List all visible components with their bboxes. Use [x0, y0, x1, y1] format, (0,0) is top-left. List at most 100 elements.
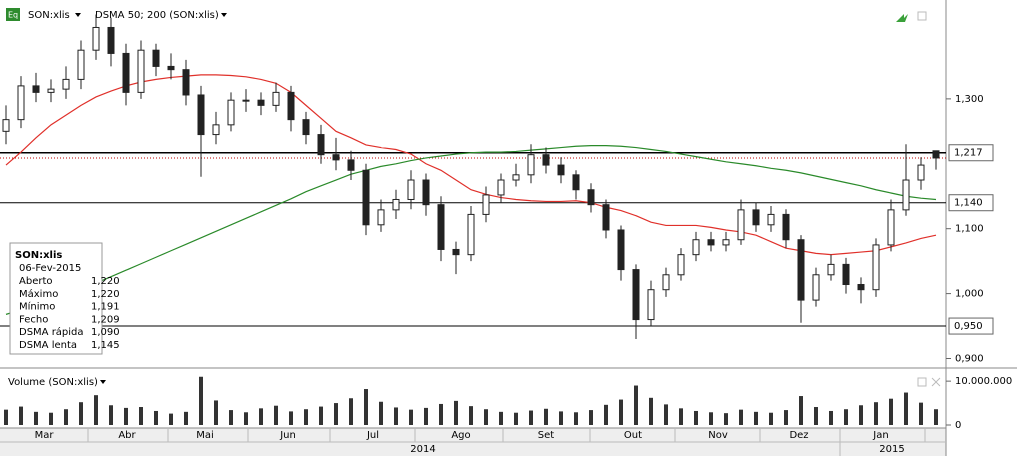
candle-body — [767, 213, 775, 226]
info-label: Fecho — [19, 314, 48, 325]
volume-bar — [649, 397, 653, 425]
series-icon[interactable] — [6, 8, 20, 21]
volume-bar — [124, 407, 128, 425]
volume-bar — [424, 407, 428, 425]
candle-body — [602, 204, 610, 231]
trend-icon[interactable] — [896, 14, 908, 22]
volume-bar — [559, 411, 563, 425]
candle-body — [437, 204, 445, 250]
candle-body — [182, 69, 190, 96]
candle-body — [587, 189, 595, 206]
x-tick-label: Dez — [789, 430, 808, 441]
dropdown[interactable] — [221, 13, 227, 17]
x-tick-label: Jun — [279, 430, 296, 441]
volume-bar — [514, 412, 518, 425]
volume-bar — [244, 412, 248, 425]
candle-body — [557, 164, 565, 176]
maximize-button[interactable] — [917, 11, 927, 21]
info-value: 1,209 — [91, 314, 120, 325]
candle-body — [287, 91, 295, 121]
volume-bar — [934, 409, 938, 425]
candle-body — [632, 269, 640, 321]
candle-body — [527, 154, 535, 176]
candle-body — [677, 254, 685, 276]
price-label-box — [948, 194, 994, 212]
x-tick-label: Ago — [451, 430, 470, 441]
x-tick-label: Nov — [708, 430, 728, 441]
volume-bar — [829, 410, 833, 425]
indicator-label[interactable]: DSMA 50; 200 (SON:xlis) — [95, 10, 219, 21]
volume-bar — [154, 410, 158, 425]
candle-body — [167, 65, 175, 71]
volume-bar — [799, 396, 803, 425]
volume-bar — [79, 402, 83, 425]
volume-bar — [439, 403, 443, 425]
volume-bar — [229, 410, 233, 425]
candle-body — [842, 263, 850, 286]
volume-bar — [409, 409, 413, 425]
dropdown[interactable] — [75, 13, 81, 17]
chart-title[interactable]: SON:xlis — [28, 10, 70, 21]
candle-body — [932, 150, 940, 159]
candle-body — [452, 248, 460, 256]
volume-bar — [94, 395, 98, 425]
volume-bar — [259, 408, 263, 425]
volume-title[interactable]: Volume (SON:xlis) — [8, 377, 98, 388]
info-label: Aberto — [19, 276, 53, 287]
candle-body — [392, 198, 400, 211]
volume-bar — [619, 399, 623, 425]
info-label: Mínimo — [19, 301, 55, 313]
y-tick-label: 1,300 — [955, 94, 984, 105]
candle-body — [317, 134, 325, 156]
candle-body — [902, 179, 910, 211]
volume-bar — [364, 389, 368, 425]
volume-bar — [589, 410, 593, 425]
volume-bar — [634, 385, 638, 425]
volume-bar — [529, 410, 533, 425]
candle-body — [857, 284, 865, 291]
maximize-button[interactable] — [917, 377, 927, 387]
dropdown[interactable] — [100, 380, 106, 384]
candle-body — [572, 174, 580, 191]
price-label: 1,217 — [954, 148, 983, 159]
y-tick-label: 10.000.000 — [955, 376, 1012, 387]
candle-body — [617, 229, 625, 271]
volume-bar — [499, 411, 503, 425]
volume-bar — [64, 409, 68, 425]
candle-body — [362, 169, 370, 226]
candle-body — [662, 274, 670, 291]
info-box: SON:xlis 06-Fev-2015 Aberto 1,220 Máximo 1,22… — [9, 242, 120, 355]
close-button[interactable] — [931, 377, 941, 387]
volume-bar — [469, 406, 473, 425]
candle-body — [92, 26, 100, 51]
volume-bar — [214, 400, 218, 425]
volume-bar — [484, 409, 488, 425]
candle-body — [422, 179, 430, 206]
x-tick-label: Mai — [196, 430, 214, 441]
volume-bar — [814, 407, 818, 425]
info-date: 06-Fev-2015 — [19, 263, 81, 274]
candle-body — [227, 99, 235, 126]
volume-bar — [274, 405, 278, 425]
candle-body — [917, 164, 925, 181]
volume-bar — [394, 407, 398, 425]
info-value: 1,220 — [91, 276, 120, 287]
volume-bar — [904, 392, 908, 425]
volume-bar — [109, 405, 113, 425]
candle-body — [827, 263, 835, 276]
candle-body — [107, 26, 115, 54]
volume-bar — [4, 409, 8, 425]
info-label: DSMA rápida — [19, 326, 84, 338]
candle-body — [152, 49, 160, 67]
price-label-box — [948, 317, 994, 335]
price-label-box — [948, 144, 994, 162]
x-tick-label: Mar — [35, 430, 55, 441]
candle-body — [347, 159, 355, 171]
volume-bar — [49, 412, 53, 425]
candle-body — [482, 194, 490, 215]
info-label: DSMA lenta — [19, 340, 77, 351]
candle-body — [62, 78, 70, 90]
x-tick-label: Jan — [872, 430, 888, 441]
